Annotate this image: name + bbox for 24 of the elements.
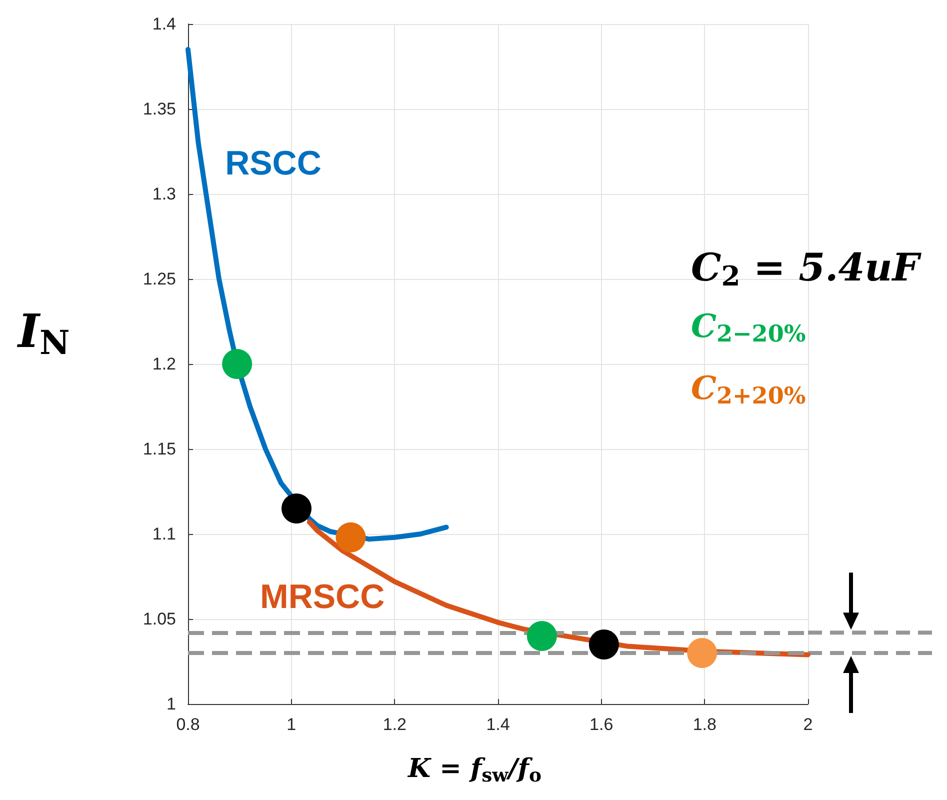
x-tick-label: 1.2	[382, 715, 406, 734]
y-tick-label: 1	[166, 694, 176, 714]
y-tick-label: 1.35	[142, 100, 176, 118]
point	[282, 494, 312, 524]
x-tick-label: 1.8	[692, 715, 716, 734]
y-tick-label: 1.2	[152, 354, 176, 374]
y-tick-label: 1.3	[152, 184, 176, 204]
series-label: MRSCC	[260, 578, 385, 616]
y-tick-label: 1.15	[142, 440, 176, 458]
point	[336, 522, 366, 552]
x-tick-label: 1.6	[590, 715, 614, 734]
y-tick-label: 1.25	[142, 270, 176, 288]
x-tick-label: 1	[286, 715, 296, 734]
point	[687, 638, 718, 668]
x-tick-label: 1.4	[486, 715, 510, 734]
y-tick-label: 1.1	[152, 524, 176, 544]
y-tick-label: 1.4	[152, 14, 176, 34]
x-tick-label: 0.8	[176, 715, 200, 734]
point	[526, 621, 557, 651]
y-tick-label: 1.05	[142, 610, 176, 628]
point	[222, 349, 252, 379]
x-tick-label: 2	[803, 715, 813, 734]
series-label: RSCC	[225, 144, 322, 182]
point	[588, 630, 619, 660]
